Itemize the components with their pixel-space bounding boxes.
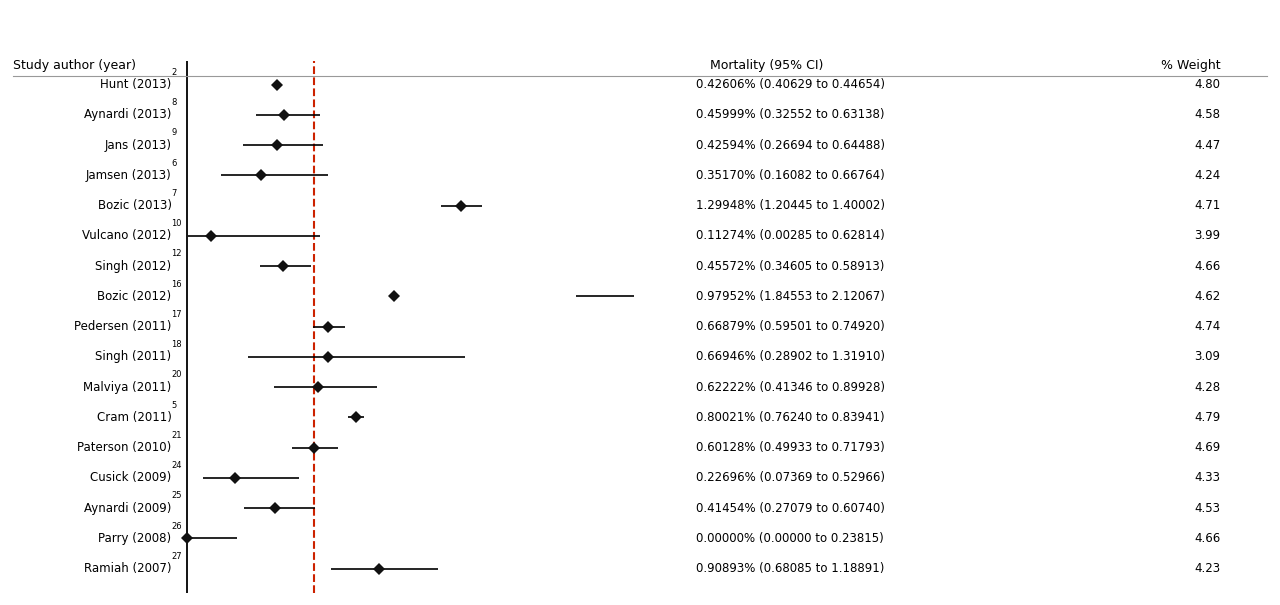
Text: Pedersen (2011): Pedersen (2011) xyxy=(74,320,172,333)
Text: % Weight: % Weight xyxy=(1161,59,1221,71)
Text: Singh (2012): Singh (2012) xyxy=(96,260,172,273)
Text: 0.41454% (0.27079 to 0.60740): 0.41454% (0.27079 to 0.60740) xyxy=(696,502,886,515)
Text: Study author (year): Study author (year) xyxy=(13,59,136,71)
Text: 4.71: 4.71 xyxy=(1194,199,1221,212)
Text: 0.42606% (0.40629 to 0.44654): 0.42606% (0.40629 to 0.44654) xyxy=(696,78,886,91)
Text: 0.97952% (1.84553 to 2.12067): 0.97952% (1.84553 to 2.12067) xyxy=(696,290,886,303)
Text: 27: 27 xyxy=(172,552,182,561)
Text: 0.42594% (0.26694 to 0.64488): 0.42594% (0.26694 to 0.64488) xyxy=(696,139,886,152)
Text: 26: 26 xyxy=(172,522,182,531)
Text: 0.90893% (0.68085 to 1.18891): 0.90893% (0.68085 to 1.18891) xyxy=(696,562,884,575)
Text: Mortality (95% CI): Mortality (95% CI) xyxy=(710,59,824,71)
Text: Aynardi (2013): Aynardi (2013) xyxy=(84,108,172,122)
Text: Hunt (2013): Hunt (2013) xyxy=(100,78,172,91)
Text: 0.60128% (0.49933 to 0.71793): 0.60128% (0.49933 to 0.71793) xyxy=(696,441,886,454)
Text: Cram (2011): Cram (2011) xyxy=(97,411,172,424)
Text: Singh (2011): Singh (2011) xyxy=(96,350,172,364)
Text: 4.79: 4.79 xyxy=(1194,411,1221,424)
Text: 3.99: 3.99 xyxy=(1194,229,1221,243)
Text: 0.35170% (0.16082 to 0.66764): 0.35170% (0.16082 to 0.66764) xyxy=(696,169,886,182)
Text: 1.29948% (1.20445 to 1.40002): 1.29948% (1.20445 to 1.40002) xyxy=(696,199,886,212)
Text: 9: 9 xyxy=(172,128,177,137)
Text: Jans (2013): Jans (2013) xyxy=(105,139,172,152)
Text: 17: 17 xyxy=(172,310,182,319)
Text: 25: 25 xyxy=(172,491,182,500)
Text: Ramiah (2007): Ramiah (2007) xyxy=(84,562,172,575)
Text: 0.22696% (0.07369 to 0.52966): 0.22696% (0.07369 to 0.52966) xyxy=(696,471,886,485)
Text: 4.62: 4.62 xyxy=(1194,290,1221,303)
Text: 10: 10 xyxy=(172,219,182,228)
Text: 7: 7 xyxy=(172,189,177,198)
Text: 4.28: 4.28 xyxy=(1194,381,1221,394)
Text: 0.00000% (0.00000 to 0.23815): 0.00000% (0.00000 to 0.23815) xyxy=(696,532,884,545)
Text: 21: 21 xyxy=(172,431,182,440)
Text: 0.66946% (0.28902 to 1.31910): 0.66946% (0.28902 to 1.31910) xyxy=(696,350,886,364)
Text: 8: 8 xyxy=(172,98,177,107)
Text: 16: 16 xyxy=(172,280,182,289)
Text: 24: 24 xyxy=(172,461,182,470)
Text: 18: 18 xyxy=(172,340,182,349)
Text: Parry (2008): Parry (2008) xyxy=(99,532,172,545)
Text: 3.09: 3.09 xyxy=(1194,350,1221,364)
Text: 4.66: 4.66 xyxy=(1194,260,1221,273)
Text: 4.58: 4.58 xyxy=(1194,108,1221,122)
Text: 4.23: 4.23 xyxy=(1194,562,1221,575)
Text: 4.74: 4.74 xyxy=(1194,320,1221,333)
Text: 0.62222% (0.41346 to 0.89928): 0.62222% (0.41346 to 0.89928) xyxy=(696,381,886,394)
Text: 2: 2 xyxy=(172,68,177,77)
Text: 0.45999% (0.32552 to 0.63138): 0.45999% (0.32552 to 0.63138) xyxy=(696,108,884,122)
Text: 12: 12 xyxy=(172,249,182,258)
Text: 4.24: 4.24 xyxy=(1194,169,1221,182)
Text: 6: 6 xyxy=(172,159,177,168)
Text: 4.33: 4.33 xyxy=(1194,471,1221,485)
Text: 4.47: 4.47 xyxy=(1194,139,1221,152)
Text: Paterson (2010): Paterson (2010) xyxy=(77,441,172,454)
Text: Bozic (2012): Bozic (2012) xyxy=(97,290,172,303)
Text: 20: 20 xyxy=(172,370,182,379)
Text: Malviya (2011): Malviya (2011) xyxy=(83,381,172,394)
Text: 4.80: 4.80 xyxy=(1194,78,1221,91)
Text: 0.11274% (0.00285 to 0.62814): 0.11274% (0.00285 to 0.62814) xyxy=(696,229,886,243)
Text: Bozic (2013): Bozic (2013) xyxy=(97,199,172,212)
Text: 4.69: 4.69 xyxy=(1194,441,1221,454)
Text: Aynardi (2009): Aynardi (2009) xyxy=(84,502,172,515)
Text: 0.80021% (0.76240 to 0.83941): 0.80021% (0.76240 to 0.83941) xyxy=(696,411,884,424)
Text: 4.53: 4.53 xyxy=(1194,502,1221,515)
Text: 4.66: 4.66 xyxy=(1194,532,1221,545)
Text: 5: 5 xyxy=(172,401,177,410)
Text: Vulcano (2012): Vulcano (2012) xyxy=(82,229,172,243)
Text: 0.45572% (0.34605 to 0.58913): 0.45572% (0.34605 to 0.58913) xyxy=(696,260,884,273)
Text: 0.66879% (0.59501 to 0.74920): 0.66879% (0.59501 to 0.74920) xyxy=(696,320,886,333)
Text: Cusick (2009): Cusick (2009) xyxy=(91,471,172,485)
Text: Jamsen (2013): Jamsen (2013) xyxy=(86,169,172,182)
